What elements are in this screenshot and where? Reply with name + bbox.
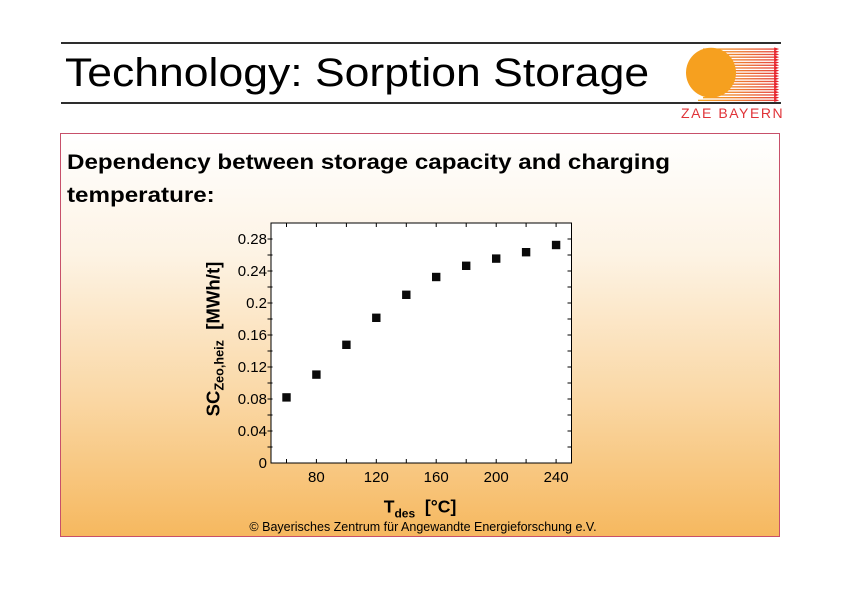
svg-text:0.28: 0.28 bbox=[238, 231, 267, 248]
svg-text:0.24: 0.24 bbox=[238, 263, 267, 280]
svg-text:120: 120 bbox=[364, 469, 389, 486]
svg-text:0.04: 0.04 bbox=[238, 423, 267, 440]
svg-text:80: 80 bbox=[308, 469, 325, 486]
svg-text:200: 200 bbox=[484, 469, 509, 486]
svg-text:0: 0 bbox=[259, 455, 267, 472]
svg-text:SCZeo,heiz [MWh/t]: SCZeo,heiz [MWh/t] bbox=[203, 262, 227, 417]
svg-text:0.12: 0.12 bbox=[238, 359, 267, 376]
svg-text:0.08: 0.08 bbox=[238, 391, 267, 408]
svg-text:0.2: 0.2 bbox=[246, 295, 267, 312]
svg-text:0.16: 0.16 bbox=[238, 327, 267, 344]
svg-text:240: 240 bbox=[544, 469, 569, 486]
svg-text:160: 160 bbox=[424, 469, 449, 486]
svg-text:Tdes [°C]: Tdes [°C] bbox=[384, 497, 457, 521]
